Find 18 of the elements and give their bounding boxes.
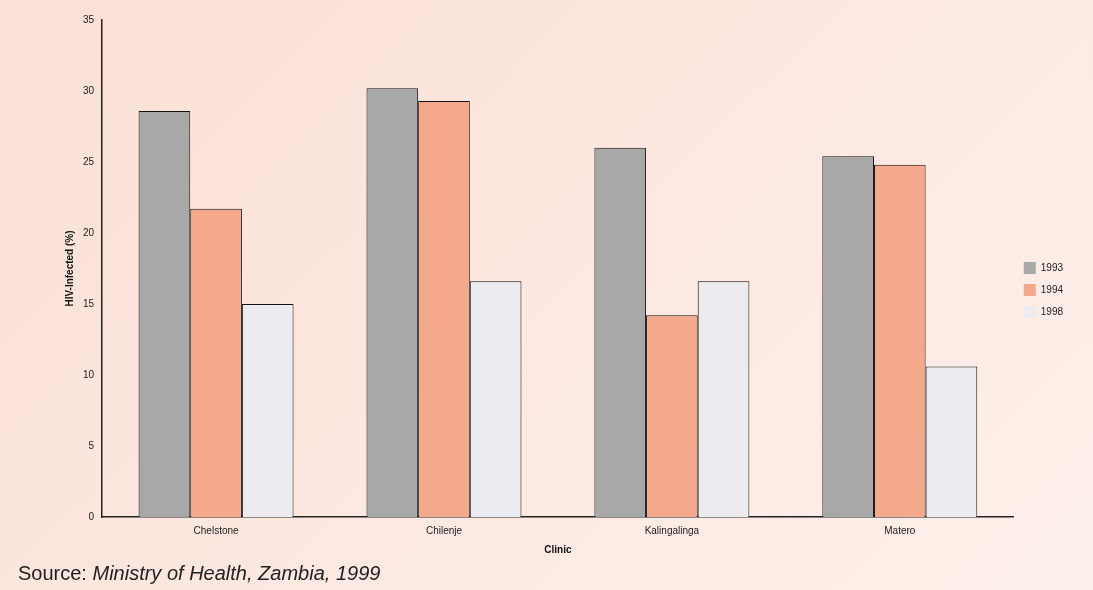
x-tick-label: Matero (884, 524, 916, 536)
legend-label: 1998 (1040, 305, 1064, 317)
x-tick-label: Chelstone (193, 524, 240, 536)
y-tick-label: 30 (83, 84, 95, 96)
legend-label: 1993 (1040, 261, 1064, 273)
y-tick-label: 25 (83, 155, 95, 167)
legend-label: 1994 (1040, 283, 1064, 295)
y-axis-title: HIV-Infected (%) (63, 230, 75, 307)
y-tick-label: 0 (88, 510, 95, 522)
y-tick-label: 10 (83, 368, 95, 380)
y-tick-label: 5 (88, 439, 95, 451)
x-tick-label: Chilenje (425, 524, 463, 536)
y-tick-label: 20 (83, 226, 95, 238)
source-note: Source: Ministry of Health, Zambia, 1999 (18, 562, 381, 585)
y-tick-label: 15 (83, 297, 95, 309)
y-tick-label: 35 (83, 13, 95, 25)
x-tick-label: Kalingalinga (644, 524, 700, 536)
x-axis-title: Clinic (544, 543, 572, 555)
